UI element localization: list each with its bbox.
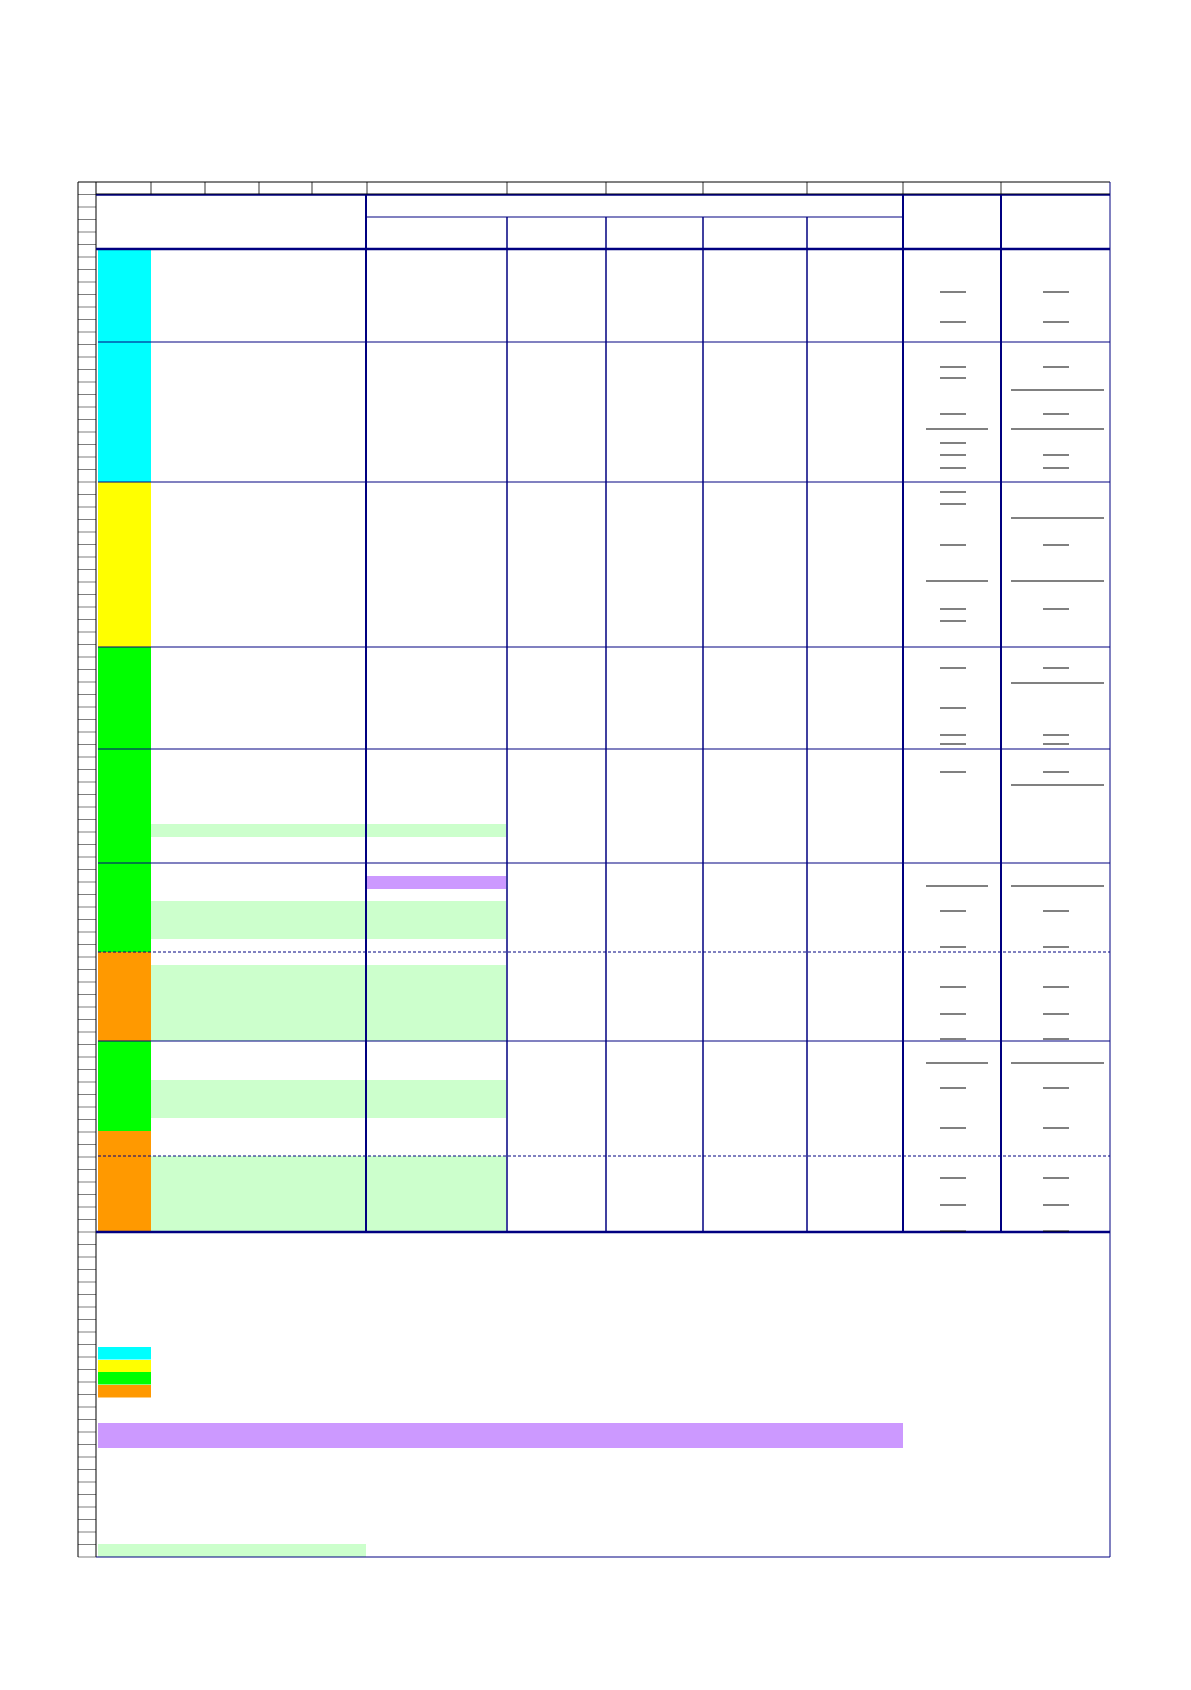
- highlight-band: [367, 876, 506, 889]
- section-category-swatch: [98, 749, 151, 863]
- section-category-swatch: [98, 1131, 151, 1156]
- section-category-swatch: [98, 482, 151, 647]
- section-category-swatch: [98, 342, 151, 482]
- highlight-band: [151, 965, 506, 1041]
- legend-swatch: [98, 1385, 151, 1398]
- section-category-swatch: [98, 647, 151, 749]
- highlight-band: [151, 901, 506, 939]
- section-category-swatch: [98, 863, 151, 952]
- section-category-swatch: [98, 952, 151, 1041]
- highlight-band: [151, 1156, 506, 1231]
- section-category-swatch: [98, 1041, 151, 1131]
- highlight-band: [98, 1544, 366, 1557]
- legend-swatch: [98, 1360, 151, 1373]
- legend-swatch: [98, 1347, 151, 1360]
- highlight-band: [98, 1423, 903, 1448]
- section-category-swatch: [98, 249, 151, 342]
- highlight-band: [151, 1080, 506, 1118]
- highlight-band: [151, 824, 506, 837]
- legend-swatch: [98, 1372, 151, 1385]
